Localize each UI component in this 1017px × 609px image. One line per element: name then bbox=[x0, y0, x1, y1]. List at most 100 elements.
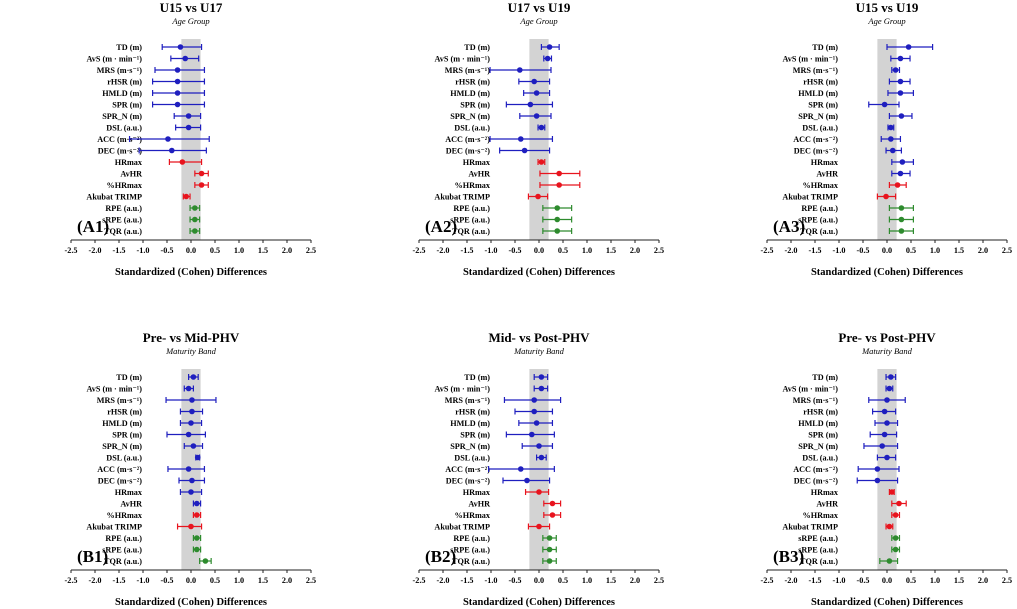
effect-point bbox=[889, 489, 895, 495]
effect-point bbox=[524, 477, 530, 484]
row-label: MRS (m·s⁻¹) bbox=[97, 396, 142, 405]
effect-point bbox=[517, 466, 524, 472]
effect-point bbox=[879, 443, 885, 449]
row-label: TQR (a.u.) bbox=[104, 557, 142, 566]
row-label: ACC (m·s⁻²) bbox=[793, 135, 838, 144]
effect-point bbox=[884, 397, 890, 403]
row-label: HMLD (m) bbox=[798, 419, 838, 428]
effect-point bbox=[198, 182, 205, 188]
effect-point bbox=[892, 535, 899, 541]
x-tick-label: -0.5 bbox=[161, 246, 174, 255]
effect-point bbox=[188, 420, 194, 426]
effect-point bbox=[905, 44, 912, 50]
row-label: SPR_N (m) bbox=[798, 112, 838, 121]
effect-point bbox=[886, 523, 893, 530]
row-label: RPE (a.u.) bbox=[453, 204, 490, 213]
x-tick-label: -1.0 bbox=[833, 576, 846, 585]
row-label: HRmax bbox=[115, 488, 143, 497]
row-label: DEC (m·s⁻²) bbox=[794, 147, 839, 156]
row-label: SPR (m) bbox=[808, 101, 838, 110]
x-tick-label: -0.5 bbox=[857, 246, 870, 255]
row-label: HMLD (m) bbox=[450, 89, 490, 98]
effect-point bbox=[527, 101, 534, 108]
effect-point bbox=[538, 385, 545, 392]
effect-point bbox=[889, 147, 896, 154]
row-label: DEC (m·s⁻²) bbox=[446, 477, 491, 486]
x-tick-label: -1.0 bbox=[137, 246, 150, 255]
effect-point bbox=[544, 55, 551, 62]
x-tick-label: 1.0 bbox=[234, 576, 244, 585]
row-label: AvS (m · min⁻¹) bbox=[86, 55, 142, 64]
row-label: TD (m) bbox=[812, 373, 838, 382]
effect-point bbox=[898, 228, 905, 234]
row-label: AvHR bbox=[468, 170, 490, 179]
effect-point bbox=[174, 67, 181, 73]
row-label: DSL (a.u.) bbox=[802, 454, 838, 463]
effect-point bbox=[556, 182, 562, 188]
effect-point bbox=[192, 216, 198, 223]
row-label: Akubat TRIMP bbox=[434, 523, 490, 532]
x-tick-label: -2.5 bbox=[65, 246, 78, 255]
row-label: sRPE (a.u.) bbox=[798, 534, 838, 543]
row-label: DEC (m·s⁻²) bbox=[446, 147, 491, 156]
effect-point bbox=[185, 124, 192, 131]
x-tick-label: 2.5 bbox=[654, 576, 664, 585]
x-tick-label: 2.5 bbox=[654, 246, 664, 255]
x-tick-label: -2.5 bbox=[761, 576, 774, 585]
effect-point bbox=[535, 193, 541, 200]
row-label: HRmax bbox=[463, 158, 491, 167]
row-label: DEC (m·s⁻²) bbox=[98, 147, 143, 156]
x-tick-label: 2.0 bbox=[630, 576, 640, 585]
x-tick-label: 1.0 bbox=[234, 246, 244, 255]
row-label: TQR (a.u.) bbox=[800, 557, 838, 566]
effect-point bbox=[177, 44, 184, 50]
effect-point bbox=[198, 170, 205, 177]
x-tick-label: 0.5 bbox=[906, 246, 916, 255]
panel-subtitle: Maturity Band bbox=[165, 346, 217, 356]
effect-point bbox=[185, 113, 192, 119]
row-label: %HRmax bbox=[107, 181, 143, 190]
x-tick-label: 0.0 bbox=[186, 576, 196, 585]
row-label: TD (m) bbox=[464, 373, 490, 382]
row-label: TD (m) bbox=[116, 43, 142, 52]
x-tick-label: -2.5 bbox=[761, 246, 774, 255]
x-tick-label: 2.0 bbox=[282, 576, 292, 585]
row-label: HMLD (m) bbox=[450, 419, 490, 428]
x-tick-label: 2.5 bbox=[1002, 576, 1012, 585]
effect-point bbox=[169, 147, 175, 154]
panel-subtitle: Maturity Band bbox=[861, 346, 913, 356]
effect-point bbox=[549, 500, 556, 507]
effect-point bbox=[898, 205, 905, 211]
x-tick-label: -1.5 bbox=[809, 246, 822, 255]
row-label: ACC (m·s⁻²) bbox=[445, 135, 490, 144]
row-label: ACC (m·s⁻²) bbox=[97, 465, 142, 474]
row-label: MRS (m·s⁻¹) bbox=[445, 66, 490, 75]
x-tick-label: 2.5 bbox=[306, 246, 316, 255]
panel-title: U15 vs U17 bbox=[160, 0, 223, 15]
x-tick-label: 0.0 bbox=[882, 246, 892, 255]
row-label: rHSR (m) bbox=[803, 78, 838, 87]
effect-point bbox=[529, 431, 535, 438]
x-tick-label: 1.5 bbox=[606, 246, 616, 255]
row-label: DEC (m·s⁻²) bbox=[98, 477, 143, 486]
row-label: Akubat TRIMP bbox=[86, 523, 142, 532]
x-tick-label: 2.0 bbox=[978, 576, 988, 585]
effect-point bbox=[185, 466, 192, 472]
effect-point bbox=[554, 205, 561, 211]
x-tick-label: 1.0 bbox=[930, 576, 940, 585]
panel-title: Pre- vs Mid-PHV bbox=[143, 330, 240, 345]
x-axis-label: Standardized (Cohen) Differences bbox=[811, 597, 963, 608]
row-label: RPE (a.u.) bbox=[105, 534, 142, 543]
effect-point bbox=[531, 78, 537, 85]
row-label: SPR_N (m) bbox=[102, 112, 142, 121]
row-label: SPR (m) bbox=[808, 431, 838, 440]
row-label: DEC (m·s⁻²) bbox=[794, 477, 839, 486]
row-label: rHSR (m) bbox=[455, 78, 490, 87]
panel-id: (B1) bbox=[77, 547, 108, 566]
effect-point bbox=[884, 454, 890, 461]
row-label: SPR (m) bbox=[112, 431, 142, 440]
